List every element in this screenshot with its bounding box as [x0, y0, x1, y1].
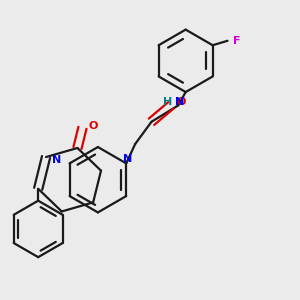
- Text: N: N: [175, 98, 184, 107]
- Text: H: H: [163, 98, 172, 107]
- Text: O: O: [88, 121, 98, 131]
- Text: O: O: [176, 98, 186, 107]
- Text: N: N: [52, 155, 61, 165]
- Text: N: N: [123, 154, 132, 164]
- Text: F: F: [233, 36, 240, 46]
